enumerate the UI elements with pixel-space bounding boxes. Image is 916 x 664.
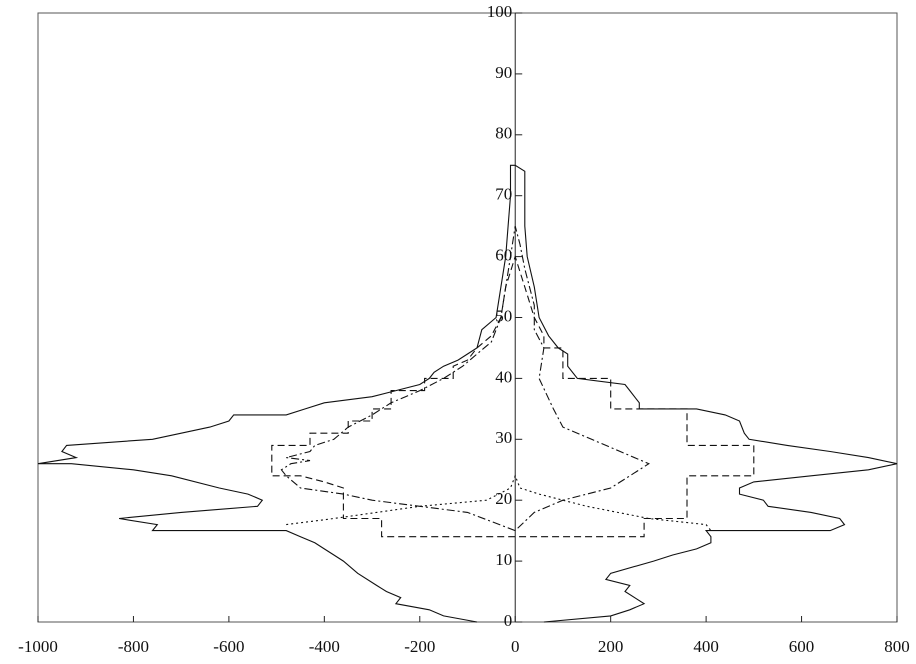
x-tick-label: -200 — [404, 637, 435, 656]
series-line — [286, 474, 712, 531]
y-tick-label: 0 — [504, 611, 513, 630]
y-tick-label: 100 — [487, 2, 513, 21]
x-tick-label: -400 — [309, 637, 340, 656]
y-tick-label: 40 — [495, 367, 512, 386]
x-tick-label: 0 — [511, 637, 520, 656]
x-tick-label: 200 — [598, 637, 624, 656]
y-tick-label: 60 — [495, 246, 512, 265]
series-line — [37, 164, 898, 623]
series-line — [271, 254, 755, 538]
y-tick-label: 70 — [495, 185, 512, 204]
plot-frame — [37, 12, 898, 623]
series-line — [280, 225, 650, 532]
x-tick-label: 600 — [789, 637, 815, 656]
y-tick-label: 90 — [495, 63, 512, 82]
x-tick-label: -800 — [118, 637, 149, 656]
x-tick-label: -1000 — [18, 637, 58, 656]
x-tick-label: 800 — [884, 637, 910, 656]
y-tick-label: 30 — [495, 428, 512, 447]
x-tick-label: 400 — [693, 637, 719, 656]
y-tick-label: 10 — [495, 550, 512, 569]
y-tick-label: 80 — [495, 124, 512, 143]
x-tick-label: -600 — [213, 637, 244, 656]
